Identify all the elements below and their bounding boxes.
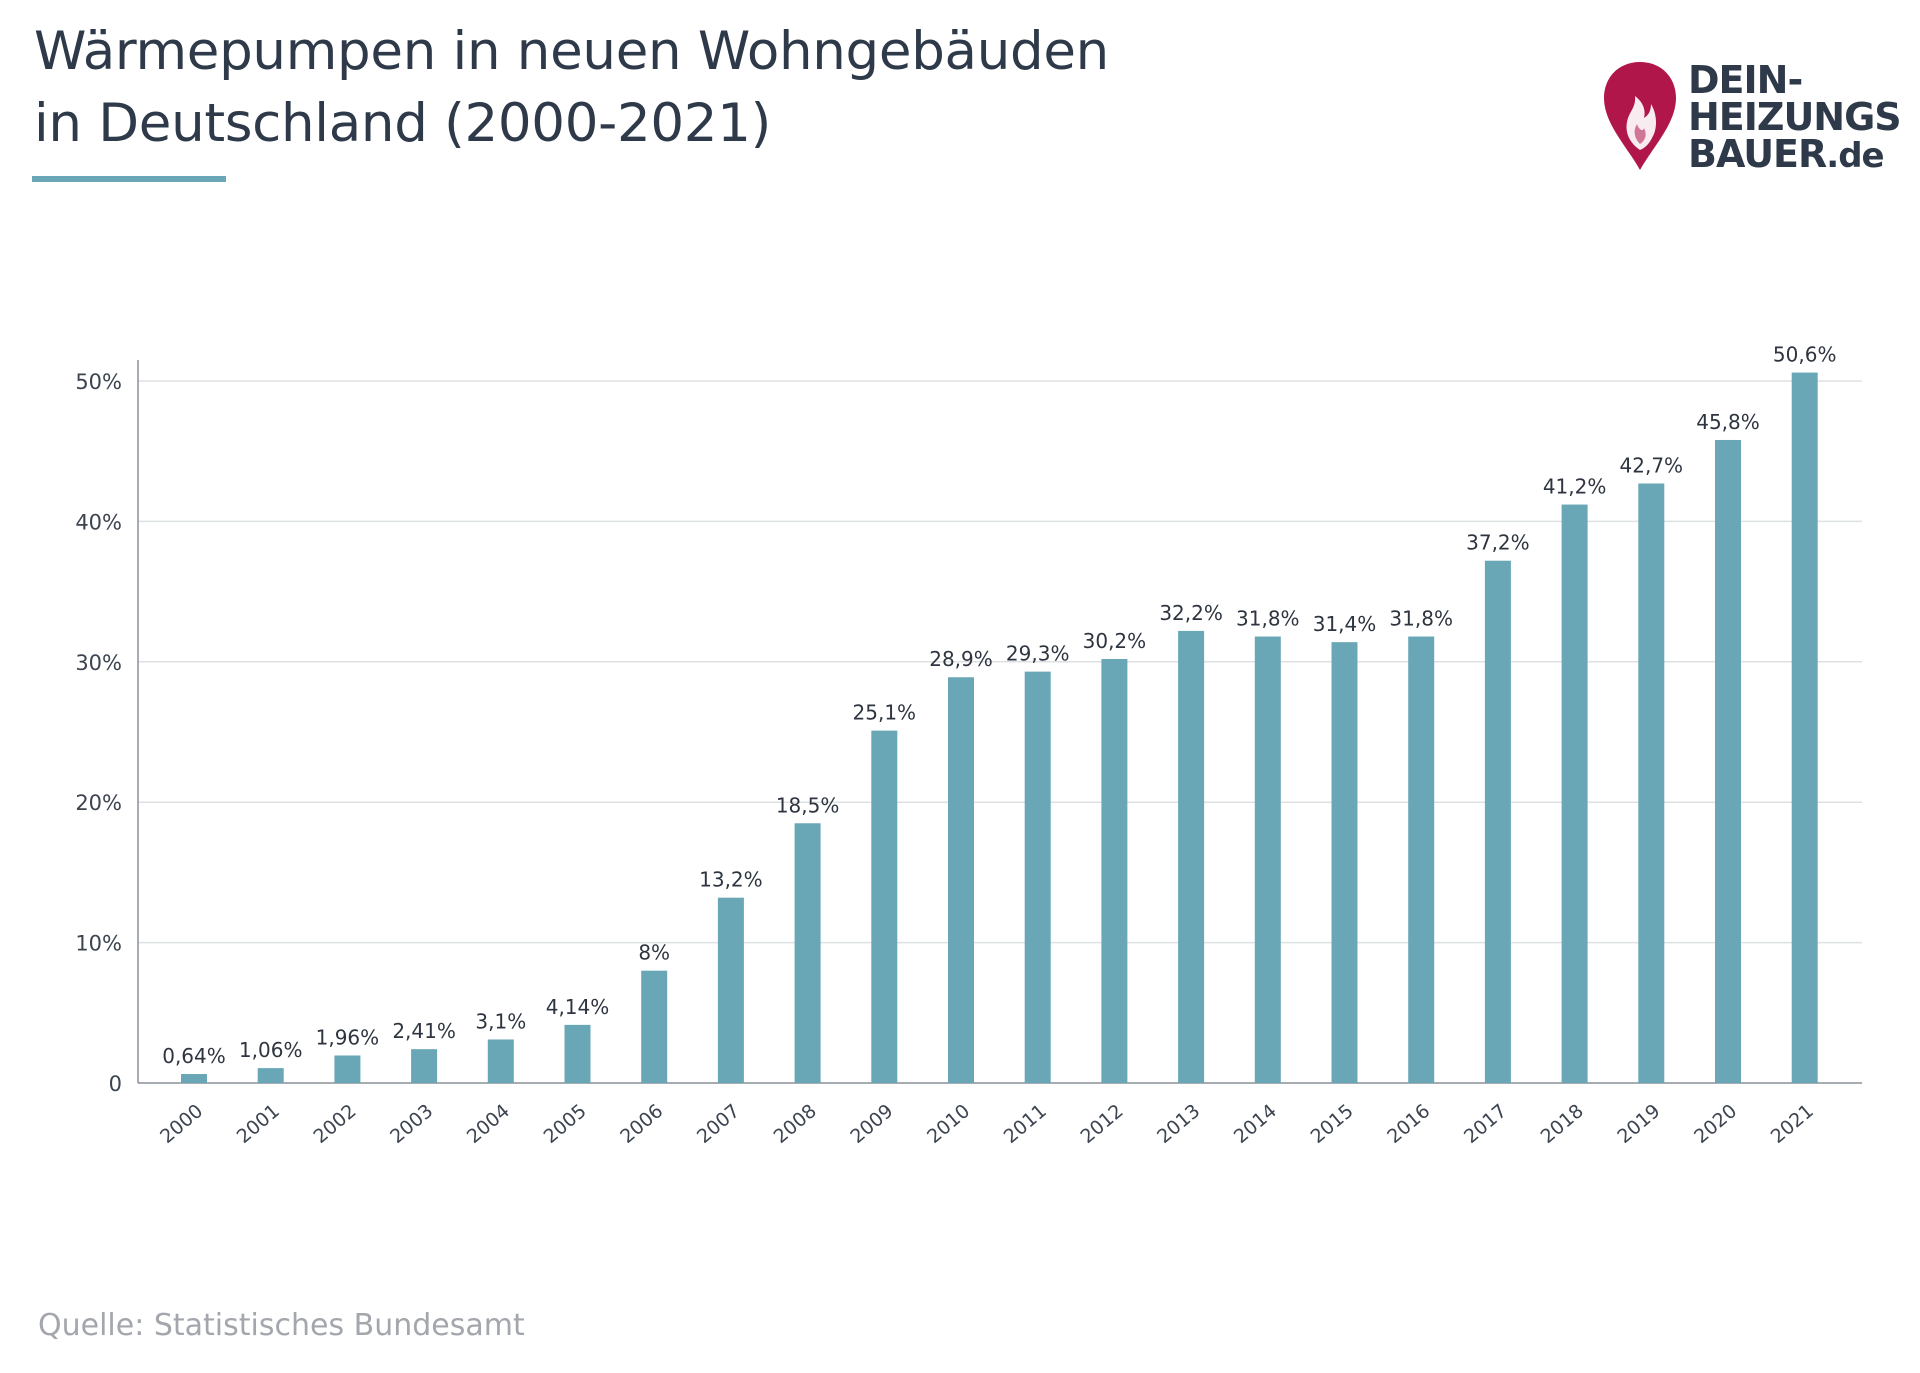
x-tick-label-2002: 2002 — [309, 1100, 360, 1148]
bar-2008 — [794, 823, 821, 1083]
data-label-2000: 0,64% — [162, 1044, 226, 1068]
y-tick-label: 10% — [75, 932, 122, 956]
title-underline — [32, 176, 226, 182]
bar-2006 — [641, 970, 668, 1083]
title-block: Wärmepumpen in neuen Wohngebäuden in Deu… — [34, 16, 1109, 160]
data-label-2019: 42,7% — [1620, 453, 1684, 477]
bar-2021 — [1791, 372, 1818, 1083]
y-tick-label: 50% — [75, 370, 122, 394]
bar-2000 — [181, 1074, 207, 1083]
data-label-2005: 4,14% — [546, 995, 610, 1019]
data-label-2004: 3,1% — [475, 1009, 526, 1033]
data-label-2007: 13,2% — [699, 868, 763, 892]
logo-line-3: BAUER.de — [1688, 135, 1901, 176]
x-tick-label-2018: 2018 — [1537, 1100, 1588, 1148]
bar-2011 — [1024, 671, 1051, 1083]
logo-line-3-text: BAUER — [1688, 132, 1827, 176]
data-label-2002: 1,96% — [316, 1025, 380, 1049]
bar-2003 — [411, 1049, 438, 1083]
data-label-2015: 31,4% — [1313, 612, 1377, 636]
logo-line-3-suffix: .de — [1826, 136, 1884, 176]
data-label-2008: 18,5% — [776, 793, 840, 817]
bar-2020 — [1715, 439, 1741, 1083]
bar-2010 — [948, 677, 974, 1083]
x-tick-label-2009: 2009 — [846, 1100, 897, 1148]
bar-2012 — [1101, 658, 1128, 1083]
data-label-2020: 45,8% — [1696, 410, 1760, 434]
bar-2005 — [564, 1024, 591, 1083]
y-tick-label: 40% — [75, 510, 122, 534]
x-tick-label-2015: 2015 — [1307, 1100, 1358, 1148]
source-note: Quelle: Statistisches Bundesamt — [38, 1308, 525, 1343]
y-tick-label: 30% — [75, 651, 122, 675]
bar-2007 — [717, 897, 744, 1083]
bar-2004 — [487, 1039, 514, 1083]
bar-2014 — [1254, 636, 1281, 1083]
bar-2002 — [334, 1055, 361, 1083]
data-label-2018: 41,2% — [1543, 475, 1607, 499]
x-tick-label-2006: 2006 — [616, 1100, 667, 1148]
data-label-2013: 32,2% — [1159, 601, 1223, 625]
data-label-2003: 2,41% — [392, 1019, 456, 1043]
x-tick-label-2008: 2008 — [770, 1100, 821, 1148]
x-tick-label-2019: 2019 — [1613, 1100, 1664, 1148]
x-tick-label-2000: 2000 — [156, 1100, 207, 1148]
x-tick-label-2001: 2001 — [233, 1100, 284, 1148]
bar-2018 — [1561, 504, 1588, 1083]
logo-line-2: HEIZUNGS — [1688, 95, 1902, 139]
page-title-line-1: Wärmepumpen in neuen Wohngebäuden — [34, 21, 1109, 82]
data-label-2010: 28,9% — [929, 647, 993, 671]
x-tick-label-2012: 2012 — [1076, 1100, 1127, 1148]
x-tick-label-2005: 2005 — [540, 1100, 591, 1148]
x-tick-label-2003: 2003 — [386, 1100, 437, 1148]
data-label-2006: 8% — [638, 941, 670, 965]
x-tick-label-2007: 2007 — [693, 1100, 744, 1148]
bar-2016 — [1408, 636, 1435, 1083]
x-tick-label-2016: 2016 — [1383, 1100, 1434, 1148]
logo-wordmark: DEIN- HEIZUNGS BAUER.de — [1688, 58, 1902, 176]
x-tick-label-2011: 2011 — [1000, 1100, 1051, 1148]
data-label-2001: 1,06% — [239, 1038, 303, 1062]
x-tick-label-2004: 2004 — [463, 1100, 514, 1148]
bar-2001 — [257, 1068, 284, 1083]
bar-2019 — [1638, 483, 1665, 1083]
data-label-2016: 31,8% — [1389, 607, 1453, 631]
bar-2017 — [1484, 560, 1511, 1083]
data-label-2017: 37,2% — [1466, 531, 1530, 555]
data-label-2012: 30,2% — [1083, 629, 1147, 653]
x-tick-label-2020: 2020 — [1690, 1100, 1741, 1148]
data-label-2011: 29,3% — [1006, 642, 1070, 666]
data-label-2009: 25,1% — [853, 701, 917, 725]
data-label-2021: 50,6% — [1773, 343, 1837, 367]
x-tick-label-2013: 2013 — [1153, 1100, 1204, 1148]
brand-logo: DEIN- HEIZUNGS BAUER.de — [1600, 58, 1902, 178]
bar-2015 — [1331, 642, 1358, 1083]
bar-2013 — [1178, 630, 1205, 1083]
data-label-2014: 31,8% — [1236, 607, 1300, 631]
y-tick-label: 20% — [75, 791, 122, 815]
logo-line-1: DEIN- — [1688, 58, 1803, 102]
bar-2009 — [871, 730, 898, 1083]
x-tick-label-2017: 2017 — [1460, 1100, 1511, 1148]
x-tick-label-2014: 2014 — [1230, 1100, 1281, 1148]
page-title-line-2: in Deutschland (2000-2021) — [34, 93, 772, 154]
x-tick-label-2010: 2010 — [923, 1100, 974, 1148]
y-tick-label: 0 — [109, 1072, 122, 1096]
x-tick-label-2021: 2021 — [1767, 1100, 1818, 1148]
flame-pin-icon — [1604, 62, 1676, 170]
